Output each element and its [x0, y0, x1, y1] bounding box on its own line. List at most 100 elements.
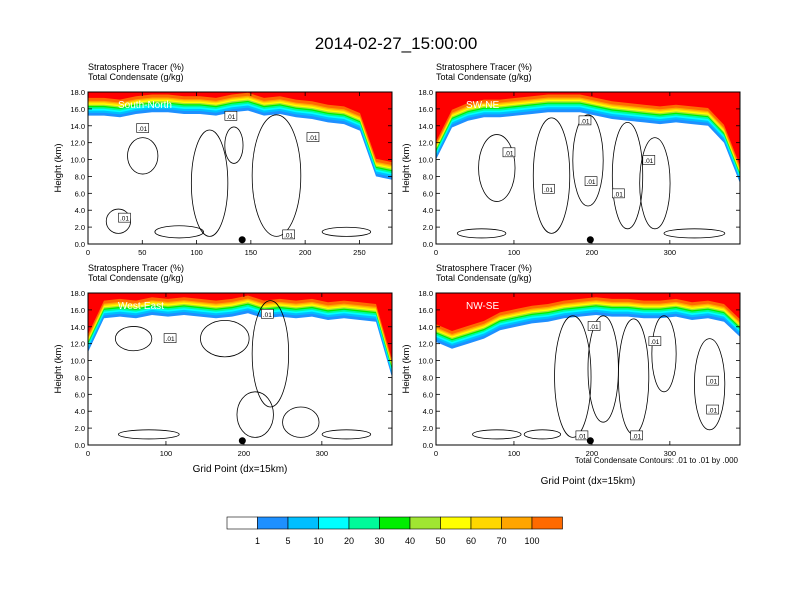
- contour-label: .01: [587, 179, 596, 186]
- contour-label: .01: [650, 339, 659, 346]
- condensate-contour: [693, 338, 726, 431]
- section-label: West-East: [118, 301, 164, 312]
- condensate-contour: [114, 326, 153, 352]
- condensate-contour: [236, 391, 274, 438]
- x-tick-label: 300: [664, 248, 677, 257]
- contour-label: .01: [580, 118, 589, 125]
- condensate-contour: [127, 137, 159, 175]
- x-tick-label: 0: [434, 248, 438, 257]
- y-tick-label: 12.0: [418, 139, 433, 148]
- y-tick-label: 16.0: [418, 306, 433, 315]
- colorbar-swatch: [409, 516, 441, 530]
- tracer-band-4: [88, 92, 392, 174]
- y-tick-label: 14.0: [70, 122, 85, 131]
- condensate-contour: [224, 126, 244, 164]
- y-tick-label: 10.0: [418, 156, 433, 165]
- y-tick-label: 18.0: [70, 289, 85, 298]
- contour-label: .01: [308, 135, 317, 142]
- y-tick-label: 0.0: [423, 441, 433, 450]
- contour-label-box: [648, 336, 662, 346]
- y-axis-label: Height (km): [53, 143, 64, 192]
- panel-header-tracer: Stratosphere Tracer (%): [88, 263, 184, 273]
- y-axis-label: Height (km): [401, 143, 412, 192]
- y-tick-label: 18.0: [418, 88, 433, 97]
- tracer-band-11: [436, 293, 740, 331]
- colorbar-swatch: [440, 516, 472, 530]
- panel-west-east: Stratosphere Tracer (%)Total Condensate …: [53, 263, 393, 475]
- y-tick-label: 18.0: [70, 88, 85, 97]
- y-tick-label: 6.0: [423, 390, 433, 399]
- colorbar-label: 20: [344, 536, 354, 546]
- y-tick-label: 0.0: [75, 441, 85, 450]
- contour-label: .01: [284, 232, 293, 239]
- contour-label: .01: [632, 433, 641, 440]
- contour-label: .01: [644, 158, 653, 165]
- contour-label: .01: [577, 433, 586, 440]
- condensate-contour: [478, 134, 516, 202]
- contour-label-box: [587, 321, 601, 331]
- y-tick-label: 8.0: [75, 373, 85, 382]
- y-tick-label: 2.0: [75, 424, 85, 433]
- y-tick-label: 14.0: [418, 122, 433, 131]
- y-tick-label: 8.0: [423, 172, 433, 181]
- section-label: NW-SE: [466, 301, 499, 312]
- x-tick-label: 0: [86, 248, 90, 257]
- colorbar-swatch: [531, 516, 563, 530]
- y-tick-label: 10.0: [70, 156, 85, 165]
- condensate-contour: [200, 319, 250, 358]
- contour-note: Total Condensate Contours: .01 to .01 by…: [575, 456, 739, 465]
- contour-label: .01: [544, 187, 553, 194]
- condensate-contour: [118, 429, 180, 440]
- colorbar-label: 30: [374, 536, 384, 546]
- y-tick-label: 4.0: [75, 407, 85, 416]
- panel-frame: [435, 292, 741, 446]
- colorbar-swatch: [226, 516, 258, 530]
- condensate-contour: [523, 429, 562, 440]
- tracer-band-11: [88, 293, 392, 360]
- y-tick-label: 16.0: [70, 306, 85, 315]
- condensate-contour: [282, 406, 320, 438]
- x-tick-label: 100: [160, 449, 173, 458]
- contour-label: .01: [138, 126, 147, 133]
- colorbar-swatch: [318, 516, 350, 530]
- colorbar-label: 70: [496, 536, 506, 546]
- condensate-contour: [651, 315, 677, 393]
- panel-header-condensate: Total Condensate (g/kg): [436, 72, 532, 82]
- x-tick-label: 200: [238, 449, 251, 458]
- location-marker: [238, 437, 246, 445]
- contour-label-box: [163, 333, 177, 343]
- y-tick-label: 4.0: [75, 206, 85, 215]
- x-tick-label: 0: [86, 449, 90, 458]
- contour-label: .01: [590, 324, 599, 331]
- panel-frame: [87, 91, 393, 245]
- y-axis-label: Height (km): [401, 344, 412, 393]
- y-tick-label: 12.0: [70, 139, 85, 148]
- y-tick-label: 12.0: [418, 340, 433, 349]
- y-tick-label: 16.0: [70, 105, 85, 114]
- y-tick-label: 12.0: [70, 340, 85, 349]
- contour-label-box: [578, 115, 592, 126]
- contour-label-box: [612, 188, 625, 199]
- y-axis-label: Height (km): [53, 344, 64, 393]
- y-tick-label: 10.0: [418, 357, 433, 366]
- x-tick-label: 250: [353, 248, 366, 257]
- y-tick-label: 4.0: [423, 407, 433, 416]
- y-tick-label: 2.0: [423, 424, 433, 433]
- y-tick-label: 0.0: [75, 240, 85, 249]
- x-tick-label: 100: [508, 449, 521, 458]
- colorbar-swatch: [287, 516, 319, 530]
- x-tick-label: 200: [586, 248, 599, 257]
- y-tick-label: 6.0: [423, 189, 433, 198]
- colorbar-swatch: [348, 516, 380, 530]
- colorbar-label: 5: [285, 536, 290, 546]
- x-tick-label: 300: [316, 449, 329, 458]
- colorbar: 1 5 10 20 30 40 50 60 70 100: [226, 516, 563, 546]
- section-label: South-North: [118, 100, 172, 111]
- panel-header-tracer: Stratosphere Tracer (%): [88, 62, 184, 72]
- contour-label: .01: [504, 150, 513, 157]
- condensate-contour: [611, 122, 644, 230]
- colorbar-label: 40: [405, 536, 415, 546]
- panel-plot-area: .01 .01 .01 .01 .01: [88, 92, 392, 244]
- x-tick-label: 300: [664, 449, 677, 458]
